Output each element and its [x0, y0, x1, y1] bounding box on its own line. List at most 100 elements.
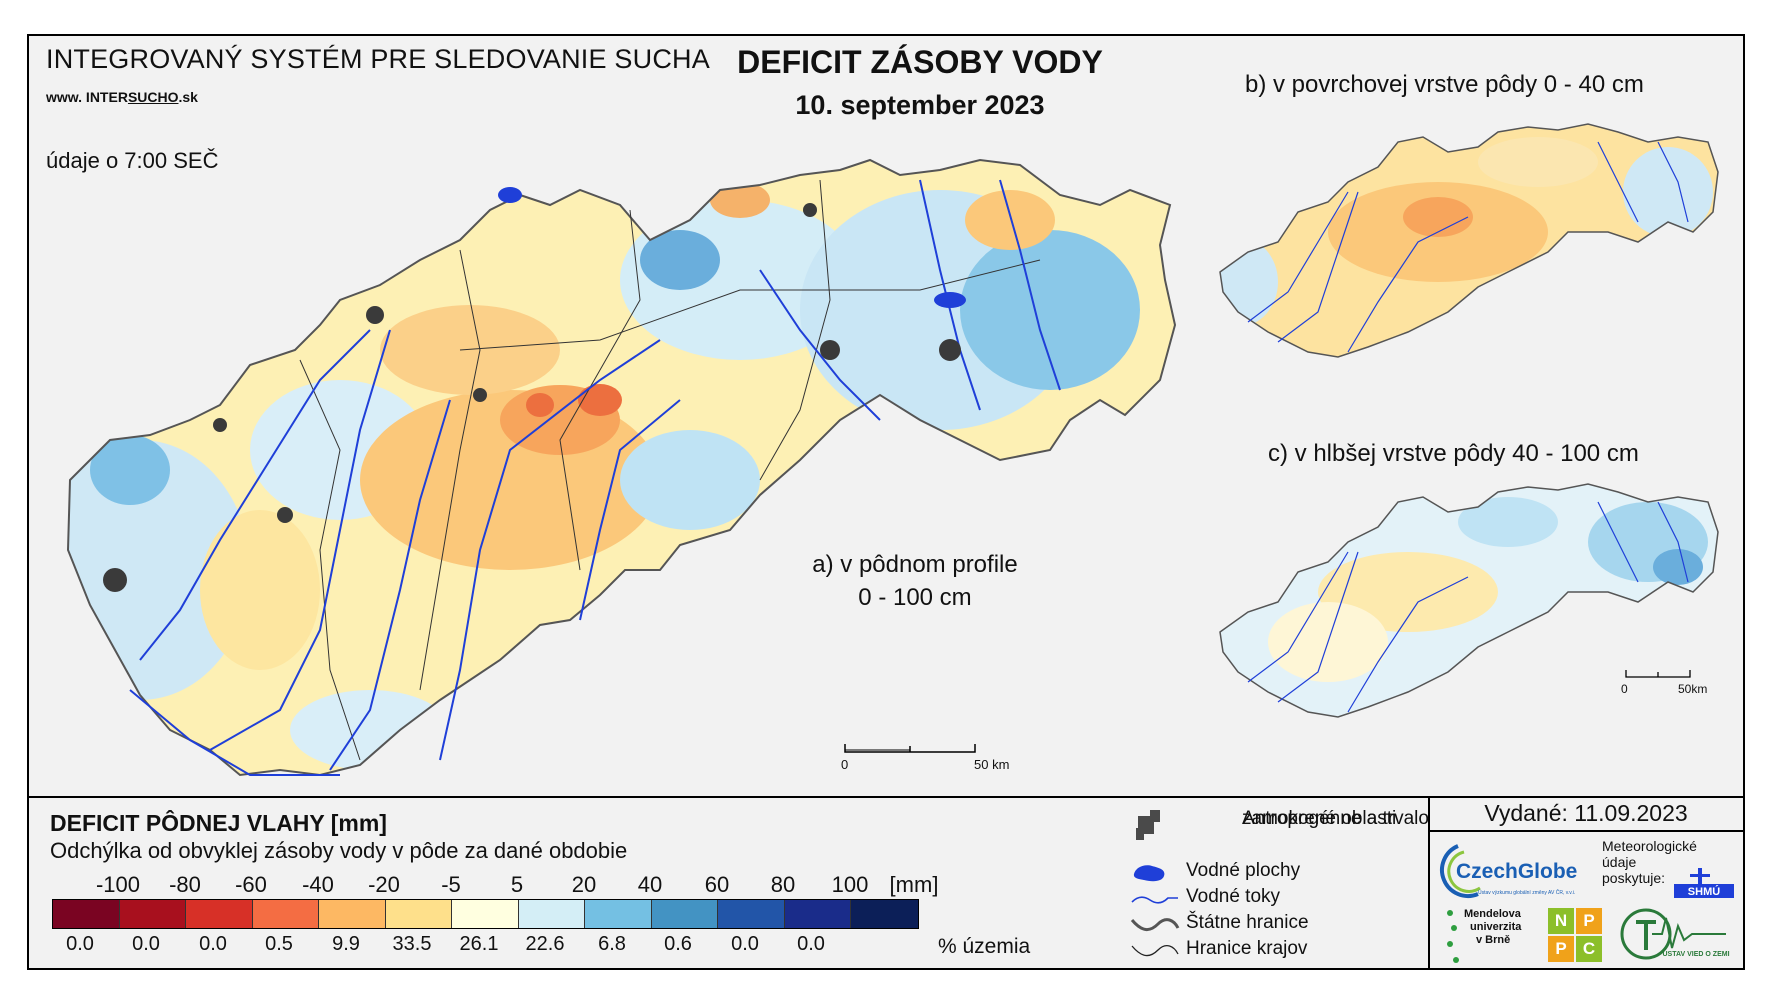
legend-percentages: 0.0 0.0 0.0 0.5 9.9 33.5 26.1 22.6 6.8 0… — [52, 933, 852, 959]
inset-scale-start: 0 — [1621, 682, 1628, 696]
central-hotspot-2 — [526, 393, 554, 417]
page-title: DEFICIT ZÁSOBY VODY — [737, 44, 1103, 80]
legend-tick: 60 — [704, 872, 730, 897]
river-nitra — [329, 399, 451, 771]
time-note: údaje o 7:00 SEČ — [46, 148, 219, 173]
region-border-2 — [419, 249, 481, 691]
river-ondava — [919, 179, 981, 411]
south-wet-zone — [290, 690, 450, 770]
region-border-5 — [459, 259, 1041, 351]
symbol-label-state-border: Štátne hranice — [1186, 912, 1309, 933]
inset-c-north-wet — [1458, 497, 1558, 547]
region-borders — [299, 179, 1041, 761]
symbol-row-water: Vodné plochy — [1130, 860, 1430, 886]
tatra-wet-core — [640, 230, 720, 290]
legend-swatch — [518, 900, 585, 928]
urban-zilina — [366, 306, 384, 324]
legend-tick: 20 — [571, 872, 597, 897]
river-laborec — [999, 179, 1061, 391]
legend-tick: 40 — [637, 872, 663, 897]
region-border-icon — [1131, 944, 1179, 957]
symbol-row-region-border: Hranice krajov — [1130, 938, 1430, 964]
legend-percentage: 0.0 — [797, 933, 825, 955]
far-east-wet-zone — [960, 230, 1140, 390]
legend-tick: -60 — [235, 872, 267, 897]
issued-date: Vydané: 11.09.2023 — [1484, 800, 1688, 826]
map-date: 10. september 2023 — [795, 90, 1045, 120]
legend-tick: -20 — [368, 872, 400, 897]
legend-swatch — [585, 900, 652, 928]
uvz-logo: ÚSTAV VIED O ZEMI — [1620, 908, 1730, 960]
legend-swatch — [784, 900, 851, 928]
svg-text:CzechGlobe: CzechGlobe — [1456, 860, 1577, 883]
legend-swatch — [319, 900, 386, 928]
legend-swatch — [718, 900, 785, 928]
legend-percentage: 9.9 — [332, 933, 360, 955]
inset-map-b — [1219, 123, 1719, 358]
legend-percentage: 0.0 — [731, 933, 759, 955]
legend-percentage: 6.8 — [598, 933, 626, 955]
river-ipel — [579, 399, 681, 621]
legend-color-bar — [52, 899, 919, 929]
legend-swatch — [452, 900, 519, 928]
legend-ticks: -100 -80 -60 -40 -20 -5 5 20 40 60 80 10… — [50, 872, 940, 898]
legend-swatch — [186, 900, 253, 928]
water-body-orava — [498, 187, 522, 203]
region-border-1 — [299, 359, 361, 761]
river-hron — [439, 339, 661, 761]
svg-text:SHMÚ: SHMÚ — [1688, 885, 1720, 898]
legend-tick: 5 — [510, 872, 524, 897]
urban-poprad — [803, 203, 817, 217]
urban-banska-bystrica — [473, 388, 487, 402]
legend-tick: -5 — [441, 872, 461, 897]
symbol-row-state-border: Štátne hranice — [1130, 912, 1430, 938]
mendel-dots-icon — [1447, 910, 1459, 963]
urban-nitra — [277, 507, 293, 523]
zahorie-zone — [200, 510, 320, 670]
legend-swatch — [119, 900, 186, 928]
inset-c-east-wet-core — [1653, 549, 1703, 585]
legend-swatch — [252, 900, 319, 928]
legend-percentage: 0.0 — [132, 933, 160, 955]
inset-scale-end: 50km — [1678, 682, 1708, 696]
website-url[interactable]: www. INTERSUCHO.sk — [46, 89, 198, 105]
legend-swatch — [53, 900, 120, 928]
water-body-icon — [1133, 865, 1165, 882]
legend-swatch — [651, 900, 718, 928]
legend-tick: -80 — [169, 872, 201, 897]
percent-label: % územia — [938, 935, 1031, 958]
legend-divider — [27, 796, 1745, 798]
issued-divider — [1428, 830, 1745, 832]
inset-b-dry-core — [1403, 197, 1473, 237]
symbol-row-urban: Antropogénne a trvalo zamokrené oblasti — [1130, 808, 1430, 840]
main-scale-start: 0 — [841, 757, 849, 772]
inset-c-rivers — [1247, 501, 1689, 713]
inset-b-north-pale — [1478, 137, 1598, 187]
urban-presov — [820, 340, 840, 360]
inset-c-title: c) v hlbšej vrstve pôdy 40 - 100 cm — [1268, 440, 1639, 467]
east-dry-patch — [965, 190, 1055, 250]
north-dry-patch — [710, 182, 770, 218]
legend-percentage: 0.5 — [265, 933, 293, 955]
main-map-label: a) v pôdnom profile 0 - 100 cm — [812, 551, 1018, 611]
symbol-label-region-border: Hranice krajov — [1186, 938, 1308, 959]
svg-text:ÚSTAV VIED O ZEMI: ÚSTAV VIED O ZEMI — [1662, 949, 1729, 958]
legend-unit: [mm] — [889, 872, 939, 897]
legend-percentage: 33.5 — [392, 933, 432, 955]
legend-percentage: 0.0 — [66, 933, 94, 955]
river-morava — [139, 329, 371, 661]
main-scale-bar — [844, 744, 976, 753]
rivers — [129, 179, 1061, 776]
west-wet-core — [90, 435, 170, 505]
inset-b-east-wet — [1623, 147, 1713, 237]
river-icon — [1131, 896, 1178, 904]
inset-map-c — [1219, 483, 1719, 718]
south-central-wet-zone — [620, 430, 760, 530]
inset-scale-bar — [1625, 670, 1691, 678]
legend-percentage: 0.0 — [199, 933, 227, 955]
urban-michalovce — [939, 339, 961, 361]
inset-b-west-wet — [1220, 237, 1278, 327]
state-border-icon — [1130, 918, 1180, 931]
urban-area-icon — [1136, 810, 1160, 840]
nppc-logo: N P P C — [1548, 908, 1602, 962]
